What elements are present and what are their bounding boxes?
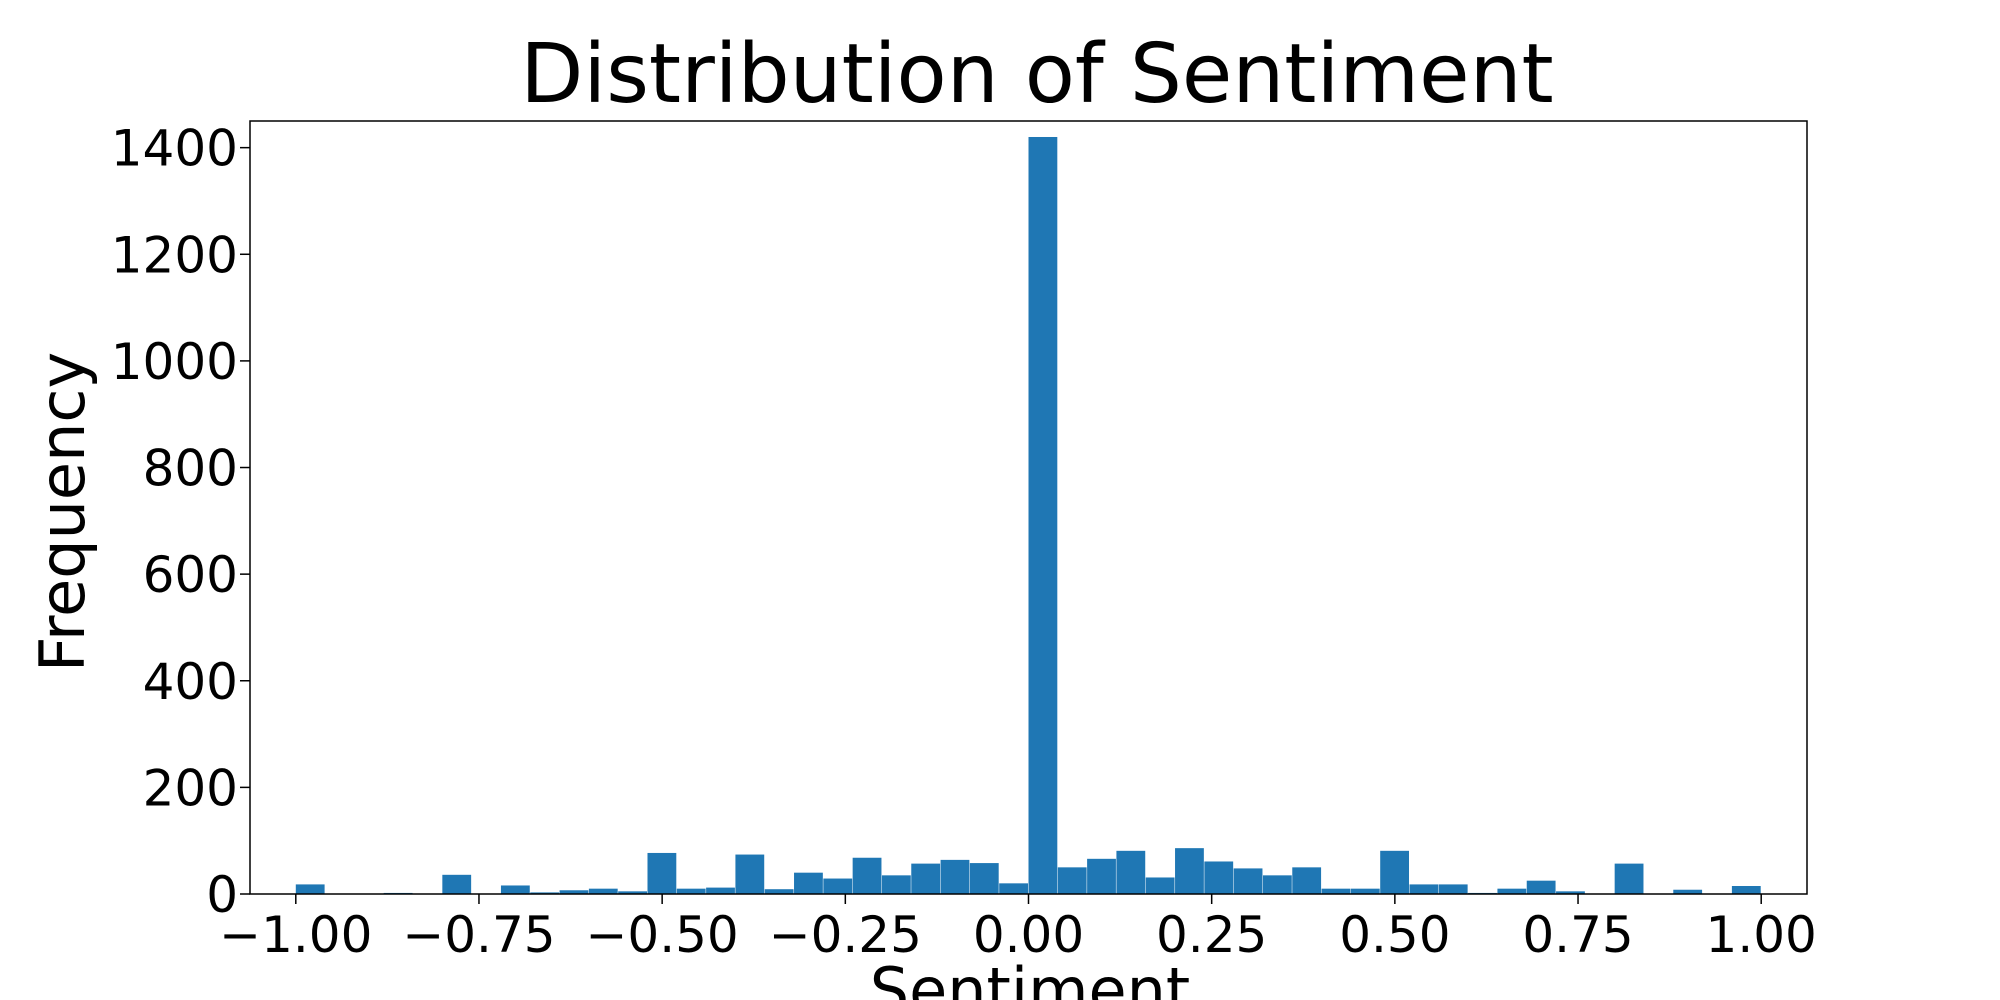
histogram-bar <box>1673 889 1703 894</box>
histogram-bar <box>1438 884 1468 894</box>
histogram-bar <box>1731 886 1761 894</box>
histogram-bar <box>1497 888 1527 894</box>
x-tick-label: −0.25 <box>769 906 922 964</box>
histogram-bar <box>999 883 1028 894</box>
histogram-bar <box>1057 867 1087 894</box>
histogram-bar <box>618 891 647 894</box>
histogram-bar <box>1614 863 1644 894</box>
histogram-bar <box>735 854 765 894</box>
histogram-bar <box>647 852 677 894</box>
x-tick-label: 0.25 <box>1156 906 1267 964</box>
histogram-bar <box>1526 880 1556 894</box>
histogram-bar <box>969 863 999 894</box>
histogram-bar <box>1409 884 1439 894</box>
x-tick-label: −0.75 <box>402 906 555 964</box>
y-tick-label: 1200 <box>111 226 238 284</box>
histogram-bar <box>852 857 882 894</box>
x-tick-label: 1.00 <box>1706 906 1817 964</box>
y-axis: 0 200 400 600 800 1000 1200 1400 <box>111 120 250 924</box>
histogram-bar <box>559 890 589 894</box>
bars-group <box>295 136 1761 894</box>
histogram-bar <box>940 859 970 894</box>
histogram-bar <box>588 888 618 894</box>
histogram-bar <box>1380 850 1410 894</box>
x-axis: −1.00 −0.75 −0.50 −0.25 0.00 0.25 0.50 0.75 1.00 <box>219 894 1817 964</box>
y-tick-label: 600 <box>143 546 238 604</box>
histogram-bar <box>1204 861 1234 894</box>
histogram-bar <box>911 863 941 894</box>
x-tick-label: 0.00 <box>973 906 1084 964</box>
histogram-bar <box>530 892 560 894</box>
histogram-bar <box>295 884 325 894</box>
histogram-bar <box>442 874 472 894</box>
histogram-bar <box>1116 850 1146 894</box>
x-tick-label: −1.00 <box>219 906 372 964</box>
chart-title: Distribution of Sentiment <box>520 27 1553 122</box>
histogram-bar <box>1145 877 1175 894</box>
histogram-bar <box>823 878 853 894</box>
histogram-bar <box>764 889 794 894</box>
y-tick-label: 0 <box>206 866 238 924</box>
histogram-bar <box>1350 888 1380 894</box>
x-axis-label: Sentiment <box>870 954 1190 1000</box>
y-tick-label: 1400 <box>111 120 238 178</box>
histogram-bar <box>500 885 530 894</box>
y-tick-label: 400 <box>143 653 238 711</box>
histogram-bar <box>1556 891 1585 894</box>
histogram-bar <box>1028 136 1058 894</box>
x-tick-label: −0.50 <box>586 906 739 964</box>
y-tick-label: 1000 <box>111 333 238 391</box>
histogram-bar <box>706 887 735 894</box>
y-axis-label: Frequency <box>26 352 99 672</box>
y-tick-label: 200 <box>143 759 238 817</box>
y-tick-label: 800 <box>143 440 238 498</box>
histogram-bar <box>676 888 706 894</box>
histogram-bar <box>1292 867 1322 894</box>
histogram-bar <box>794 872 823 894</box>
x-tick-label: 0.50 <box>1339 906 1450 964</box>
histogram-bar <box>881 875 911 894</box>
histogram-bar <box>1175 848 1204 894</box>
histogram-bar <box>1087 858 1116 894</box>
histogram-bar <box>1233 868 1263 894</box>
histogram-bar <box>1262 875 1292 894</box>
x-tick-label: 0.75 <box>1522 906 1633 964</box>
histogram-bar <box>1321 888 1351 894</box>
